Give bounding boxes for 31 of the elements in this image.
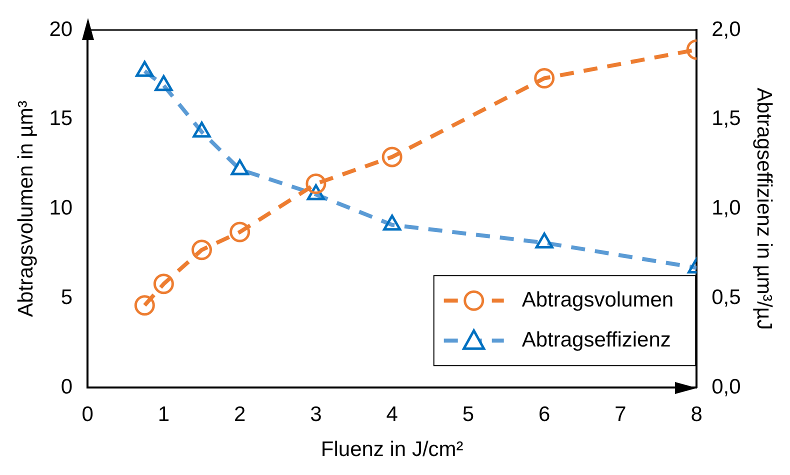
x-tick-label: 0 — [82, 402, 94, 426]
y-tick-label: 15 — [49, 107, 73, 130]
point — [134, 295, 155, 316]
legend-label: Abtragsvolumen — [522, 288, 674, 312]
point — [534, 68, 555, 89]
x-tick-label: 5 — [462, 402, 474, 426]
point — [230, 222, 250, 242]
y2-tick-label: 1,0 — [712, 196, 741, 220]
y2-axis-title: Abtragseffizienz in µm³/µJ — [752, 88, 776, 330]
x-tick-label: 6 — [538, 402, 550, 426]
x-tick-label: 3 — [310, 402, 322, 426]
x-tick-label: 1 — [158, 402, 170, 426]
y2-tick-label: 1,5 — [712, 107, 741, 130]
y-tick-label: 0 — [60, 375, 73, 398]
y-tick-label: 10 — [49, 196, 73, 220]
point — [192, 240, 212, 260]
y-axis-title: Abtragsvolumen in µm³ — [14, 100, 38, 317]
x-tick-label: 8 — [690, 402, 702, 426]
x-axis-title: Fluenz in J/cm² — [320, 438, 464, 462]
y-tick-label: 20 — [49, 18, 73, 41]
y2-tick-label: 0,5 — [712, 286, 741, 309]
y2-tick-label: 2,0 — [712, 18, 741, 41]
point — [153, 274, 174, 294]
point — [382, 146, 402, 168]
point — [306, 174, 326, 194]
y2-tick-label: 0,0 — [712, 375, 741, 398]
x-tick-label: 7 — [614, 402, 626, 426]
x-tick-label: 4 — [386, 402, 398, 426]
legend-label: Abtragseffizienz — [522, 328, 671, 352]
x-tick-label: 2 — [234, 402, 246, 426]
y-tick-label: 5 — [60, 286, 73, 309]
